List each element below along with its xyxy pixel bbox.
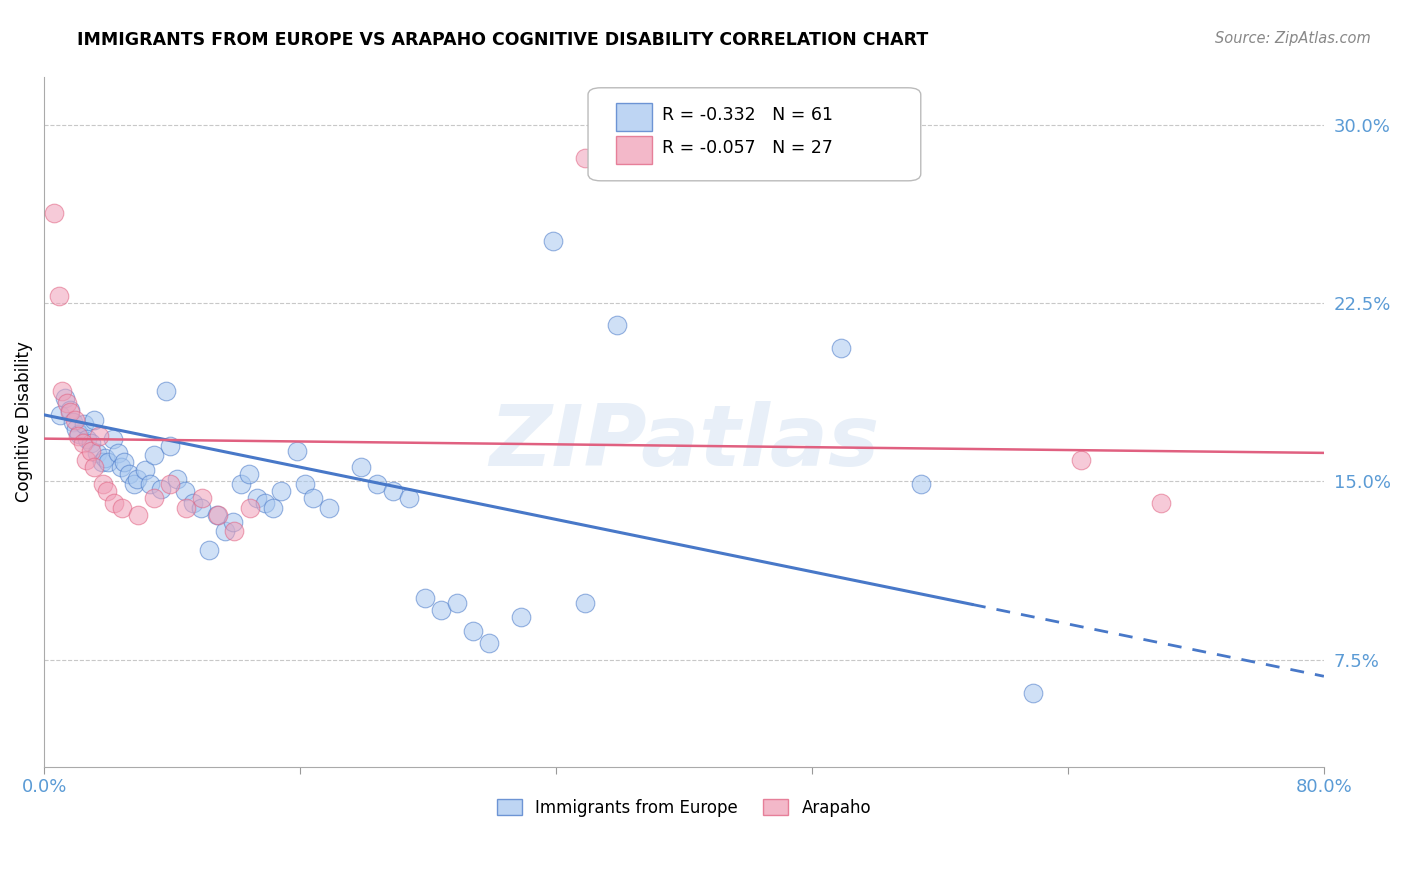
Point xyxy=(83,460,105,475)
Point xyxy=(143,491,166,505)
Point xyxy=(246,491,269,505)
Point xyxy=(101,432,124,446)
Point xyxy=(103,496,125,510)
Point xyxy=(1150,496,1173,510)
Point xyxy=(446,596,468,610)
Point xyxy=(110,460,132,475)
Point xyxy=(149,482,172,496)
Point xyxy=(107,446,129,460)
Point xyxy=(125,472,148,486)
Point xyxy=(96,483,118,498)
Point xyxy=(134,462,156,476)
Point xyxy=(350,460,373,475)
Point xyxy=(302,491,325,505)
Point xyxy=(606,318,628,332)
Point xyxy=(118,467,141,482)
Point xyxy=(541,235,564,249)
Point xyxy=(79,436,101,450)
Point xyxy=(73,417,96,432)
Point xyxy=(238,467,260,482)
Point xyxy=(86,446,108,460)
Point xyxy=(155,384,177,398)
Point xyxy=(59,403,82,417)
Point xyxy=(285,443,308,458)
Point xyxy=(91,476,114,491)
Point xyxy=(173,483,195,498)
Point xyxy=(112,455,135,469)
Point xyxy=(59,405,82,419)
FancyBboxPatch shape xyxy=(616,103,652,131)
Point xyxy=(1070,453,1092,467)
Point xyxy=(63,412,86,426)
Point xyxy=(72,436,94,450)
Point xyxy=(166,472,188,486)
Point xyxy=(159,439,181,453)
Point xyxy=(48,289,70,303)
Text: R = -0.057   N = 27: R = -0.057 N = 27 xyxy=(662,139,834,157)
Point xyxy=(262,500,284,515)
Point xyxy=(198,543,221,558)
Point xyxy=(76,432,98,446)
Point xyxy=(366,476,388,491)
Point xyxy=(97,455,120,469)
Point xyxy=(181,496,204,510)
Point xyxy=(51,384,73,398)
Point xyxy=(159,476,181,491)
Point xyxy=(205,508,228,522)
Point xyxy=(191,491,214,505)
Point xyxy=(62,415,84,429)
Point xyxy=(87,429,110,443)
Point xyxy=(214,524,236,539)
Point xyxy=(122,476,145,491)
FancyBboxPatch shape xyxy=(588,87,921,181)
Point xyxy=(910,476,932,491)
FancyBboxPatch shape xyxy=(616,136,652,164)
Point xyxy=(176,500,198,515)
Point xyxy=(67,426,90,441)
Point xyxy=(83,412,105,426)
Point xyxy=(239,500,262,515)
Point xyxy=(222,515,245,529)
Y-axis label: Cognitive Disability: Cognitive Disability xyxy=(15,342,32,502)
Point xyxy=(53,391,76,405)
Point xyxy=(398,491,420,505)
Point xyxy=(229,476,252,491)
Point xyxy=(65,422,87,436)
Legend: Immigrants from Europe, Arapaho: Immigrants from Europe, Arapaho xyxy=(491,792,877,823)
Point xyxy=(830,342,852,356)
Point xyxy=(55,396,77,410)
Point xyxy=(270,483,292,498)
Point xyxy=(79,443,101,458)
Point xyxy=(190,500,212,515)
Point xyxy=(574,151,596,165)
Point xyxy=(128,508,150,522)
Point xyxy=(478,636,501,650)
Text: Source: ZipAtlas.com: Source: ZipAtlas.com xyxy=(1215,31,1371,46)
Point xyxy=(207,508,229,522)
Point xyxy=(574,596,596,610)
Point xyxy=(75,453,97,467)
Point xyxy=(430,603,453,617)
Text: IMMIGRANTS FROM EUROPE VS ARAPAHO COGNITIVE DISABILITY CORRELATION CHART: IMMIGRANTS FROM EUROPE VS ARAPAHO COGNIT… xyxy=(77,31,928,49)
Point xyxy=(413,591,436,605)
Point xyxy=(111,500,134,515)
Text: R = -0.332   N = 61: R = -0.332 N = 61 xyxy=(662,106,834,124)
Point xyxy=(94,450,117,465)
Point xyxy=(509,610,531,624)
Text: ZIPatlas: ZIPatlas xyxy=(489,401,879,484)
Point xyxy=(42,206,65,220)
Point xyxy=(138,476,160,491)
Point xyxy=(49,408,72,422)
Point xyxy=(143,448,166,462)
Point xyxy=(253,496,276,510)
Point xyxy=(294,476,316,491)
Point xyxy=(224,524,246,539)
Point xyxy=(318,500,340,515)
Point xyxy=(90,455,112,469)
Point xyxy=(66,429,89,443)
Point xyxy=(461,624,484,639)
Point xyxy=(1022,686,1045,700)
Point xyxy=(381,483,404,498)
